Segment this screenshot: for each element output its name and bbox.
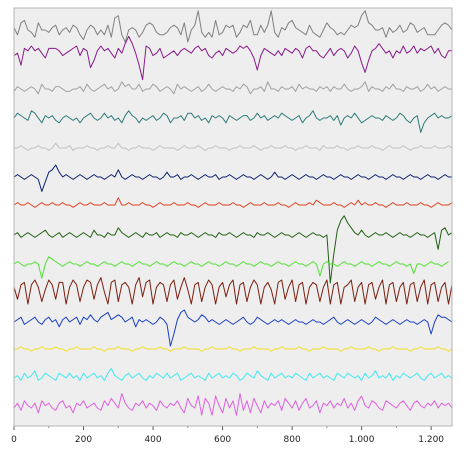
x-axis: 0 200 400 600 800 1.000 1.200 xyxy=(11,425,452,445)
x-tick-label: 600 xyxy=(214,435,231,445)
series-line-5 xyxy=(14,142,453,151)
x-tick-label: 1.000 xyxy=(349,435,375,445)
series-line-4 xyxy=(13,110,453,133)
x-tick-label: 0 xyxy=(11,435,17,445)
plot-border xyxy=(13,7,453,427)
series-line-14 xyxy=(13,393,453,416)
series-line-13 xyxy=(13,367,453,381)
series-line-12 xyxy=(14,346,453,352)
series-line-7 xyxy=(13,197,453,208)
x-tick-label: 400 xyxy=(144,435,161,445)
series-line-1 xyxy=(13,10,453,43)
series-line-2 xyxy=(13,35,452,81)
series-line-6 xyxy=(13,164,452,192)
x-tick-label: 1.200 xyxy=(418,435,444,445)
series-line-10 xyxy=(13,277,453,305)
plot-background xyxy=(14,8,452,426)
series-traces xyxy=(13,10,453,416)
x-tick-label: 800 xyxy=(284,435,301,445)
series-line-3 xyxy=(13,81,452,95)
series-line-11 xyxy=(13,309,453,347)
x-tick-label: 200 xyxy=(75,435,92,445)
series-line-8 xyxy=(13,215,453,284)
series-line-9 xyxy=(13,256,449,279)
